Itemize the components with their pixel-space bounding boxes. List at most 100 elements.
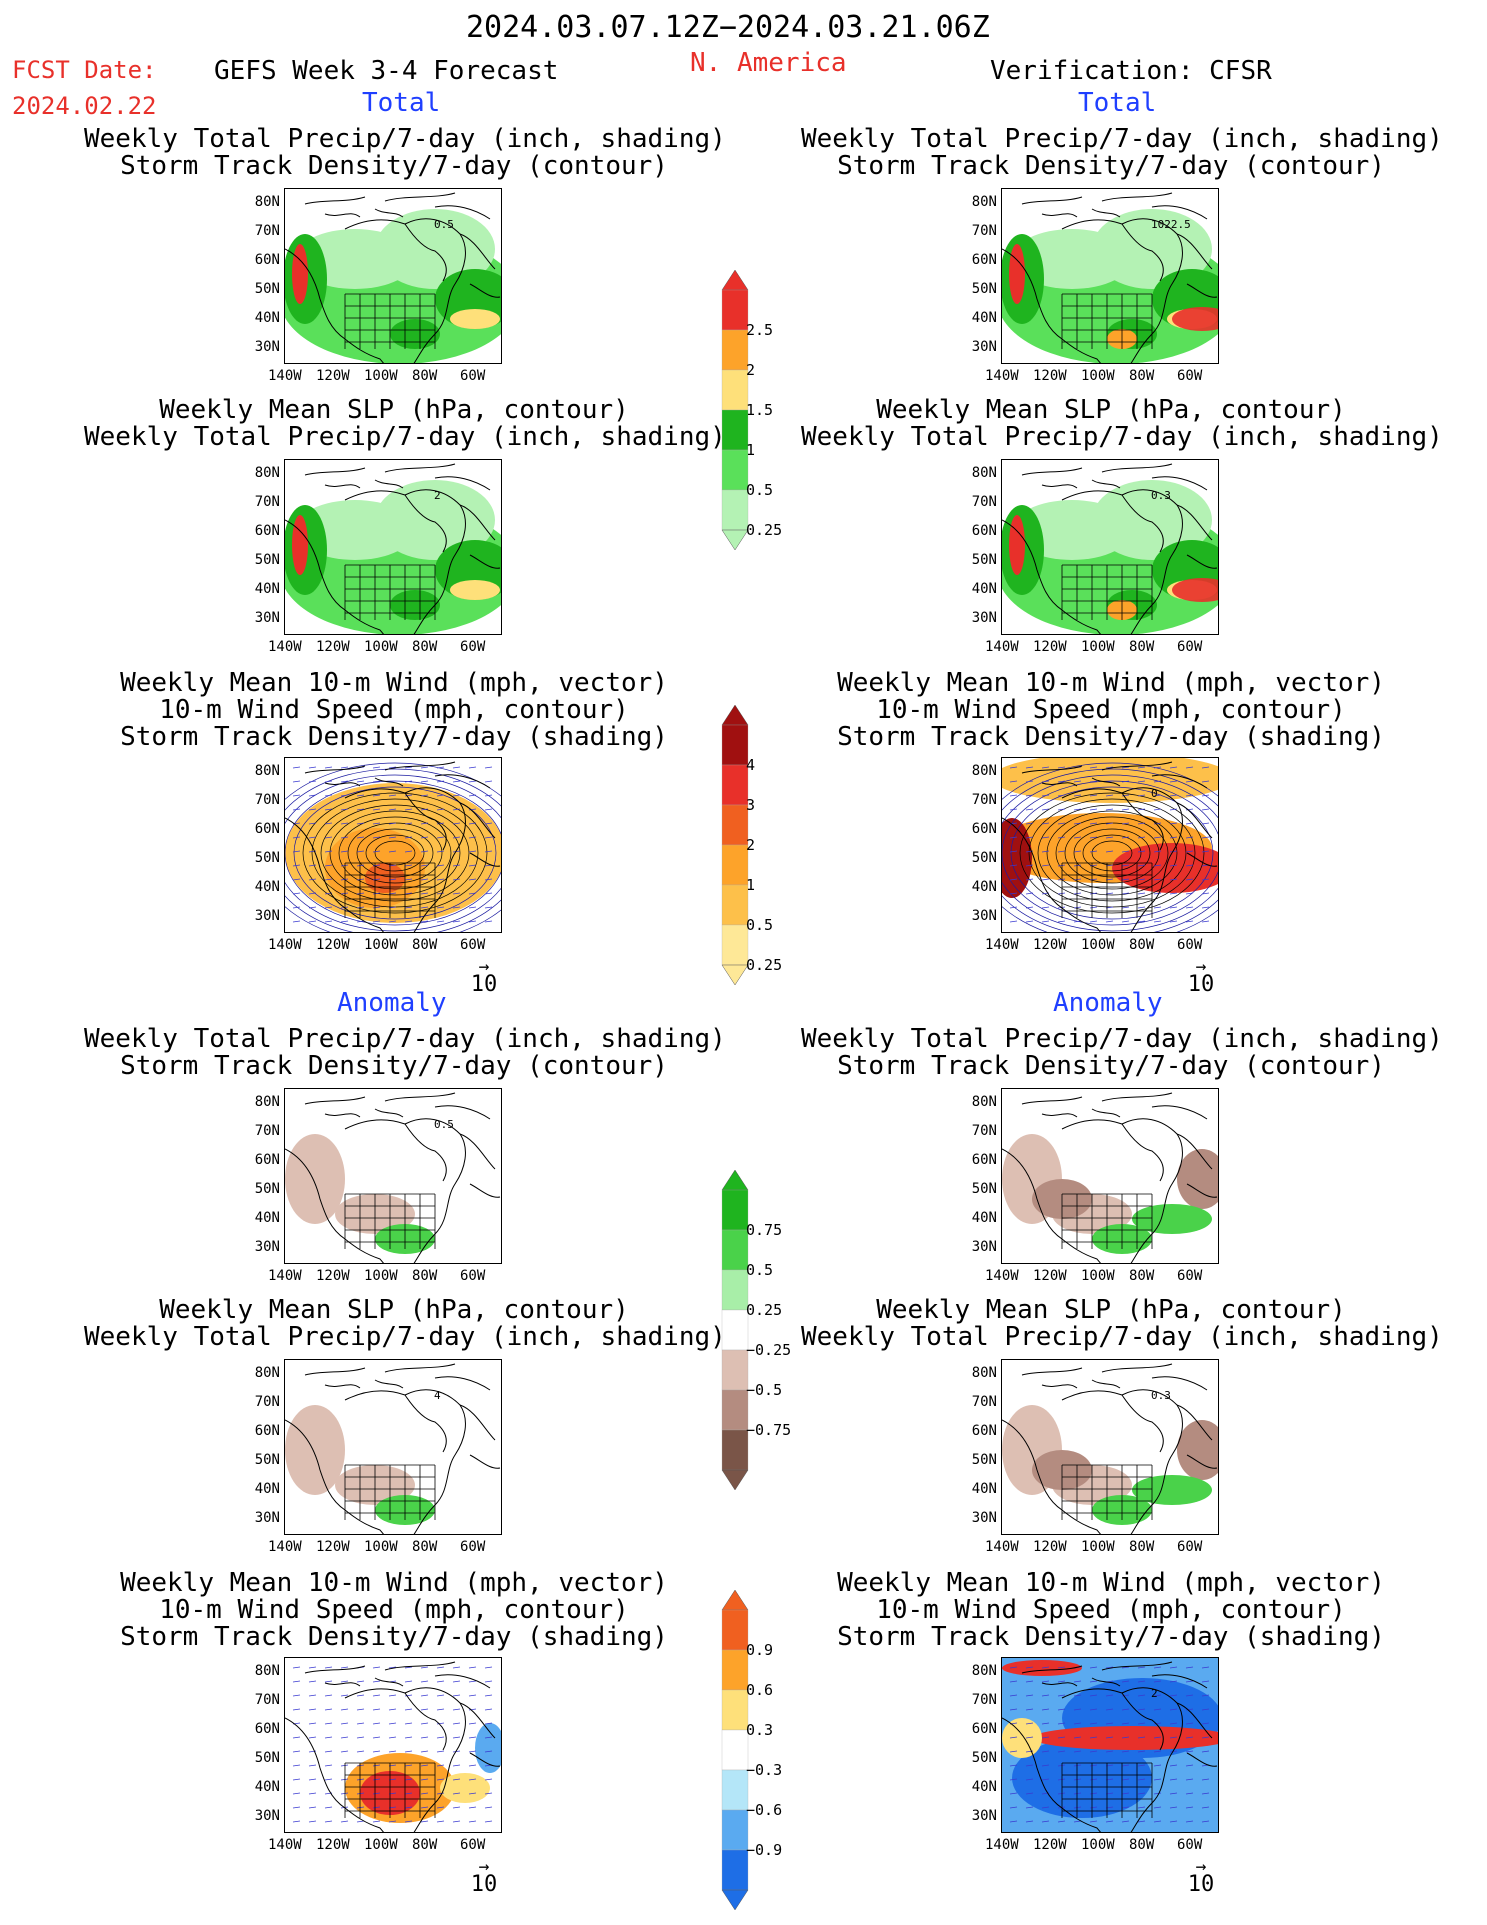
lon-tick: 140W	[985, 1268, 1019, 1284]
lon-tick: 80W	[412, 368, 438, 384]
lat-tick: 40N	[971, 1481, 997, 1497]
lon-tick: 60W	[460, 368, 486, 384]
lat-tick: 40N	[971, 581, 997, 597]
panel-title: Weekly Mean 10-m Wind (mph, vector) 10-m…	[120, 1568, 668, 1652]
lat-tick: 70N	[971, 792, 997, 808]
map-plot	[1001, 188, 1219, 364]
lat-tick: 30N	[971, 1510, 997, 1526]
colorbar-segment	[721, 1649, 749, 1691]
colorbar-segment	[721, 844, 749, 886]
map-plot	[284, 459, 502, 635]
colorbar-label: −0.25	[746, 1341, 792, 1359]
map-plot	[1001, 757, 1219, 933]
colorbar-label: −0.6	[746, 1801, 783, 1819]
lon-tick: 60W	[1177, 1268, 1203, 1284]
lat-tick: 40N	[971, 879, 997, 895]
lat-tick: 80N	[254, 1663, 280, 1679]
lon-tick: 100W	[364, 1539, 398, 1555]
colorbar-label: 0.25	[746, 521, 783, 539]
lat-tick: 70N	[254, 223, 280, 239]
lon-tick: 60W	[1177, 1539, 1203, 1555]
panel-title: Weekly Total Precip/7-day (inch, shading…	[801, 1024, 1443, 1081]
lon-tick: 100W	[364, 937, 398, 953]
lat-tick: 30N	[971, 610, 997, 626]
lat-tick: 40N	[971, 1210, 997, 1226]
lat-tick: 80N	[254, 465, 280, 481]
lat-tick: 30N	[971, 908, 997, 924]
colorbar-segment	[721, 1769, 749, 1811]
colorbar-segment	[721, 1809, 749, 1851]
lat-tick: 70N	[254, 494, 280, 510]
lon-tick: 100W	[364, 368, 398, 384]
map-plot	[284, 188, 502, 364]
lat-tick: 60N	[254, 1152, 280, 1168]
lon-tick: 100W	[1081, 937, 1115, 953]
lat-tick: 30N	[971, 1808, 997, 1824]
lon-tick: 120W	[316, 368, 350, 384]
lat-tick: 60N	[971, 1423, 997, 1439]
lat-tick: 40N	[971, 310, 997, 326]
vector-reference-label: 10	[470, 972, 498, 997]
lon-tick: 120W	[1033, 937, 1067, 953]
lat-tick: 60N	[254, 1721, 280, 1737]
vector-reference-label: 10	[1187, 1872, 1215, 1897]
colorbar-segment	[721, 884, 749, 926]
colorbar-total_precip	[721, 270, 749, 550]
colorbar-segment	[721, 1269, 749, 1311]
lat-tick: 80N	[971, 1663, 997, 1679]
map-annotation: 2	[434, 489, 441, 502]
lat-tick: 80N	[254, 763, 280, 779]
fcst-date: 2024.02.22	[12, 92, 157, 120]
lat-tick: 70N	[971, 223, 997, 239]
panel-title: Weekly Mean SLP (hPa, contour) Weekly To…	[84, 395, 726, 452]
colorbar-segment	[721, 1609, 749, 1651]
lat-tick: 60N	[254, 252, 280, 268]
lon-tick: 140W	[985, 639, 1019, 655]
lon-tick: 140W	[268, 639, 302, 655]
lat-tick: 80N	[971, 1365, 997, 1381]
lat-tick: 60N	[971, 1152, 997, 1168]
lon-tick: 120W	[1033, 1268, 1067, 1284]
colorbar-label: −0.9	[746, 1841, 783, 1859]
map-annotation: 0.5	[434, 218, 454, 231]
colorbar-label: 0.3	[746, 1721, 774, 1739]
vector-reference: → 10	[1187, 956, 1215, 998]
lat-tick: 70N	[971, 494, 997, 510]
lon-tick: 60W	[1177, 1837, 1203, 1853]
panel-title: Weekly Mean SLP (hPa, contour) Weekly To…	[801, 395, 1443, 452]
lat-tick: 60N	[254, 821, 280, 837]
lat-tick: 50N	[971, 1452, 997, 1468]
lon-tick: 100W	[364, 1837, 398, 1853]
lat-tick: 70N	[971, 1692, 997, 1708]
panel-title: Weekly Total Precip/7-day (inch, shading…	[801, 124, 1443, 181]
vector-reference: → 10	[470, 1856, 498, 1898]
lon-tick: 60W	[460, 1837, 486, 1853]
date-range: 2024.03.07.12Z−2024.03.21.06Z	[466, 10, 990, 45]
lat-tick: 30N	[254, 610, 280, 626]
lat-tick: 70N	[254, 1123, 280, 1139]
map-annotation: 2	[1151, 1687, 1158, 1700]
colorbar-segment	[721, 1309, 749, 1351]
lat-tick: 70N	[971, 1123, 997, 1139]
lat-tick: 80N	[254, 194, 280, 210]
lon-tick: 80W	[1129, 937, 1155, 953]
colorbar-label: 1	[746, 441, 756, 459]
lat-tick: 60N	[254, 523, 280, 539]
lon-tick: 60W	[1177, 639, 1203, 655]
colorbar-label: 3	[746, 796, 756, 814]
lon-tick: 60W	[460, 639, 486, 655]
colorbar-anom_storm	[721, 1590, 749, 1910]
lat-tick: 50N	[254, 1452, 280, 1468]
lat-tick: 80N	[971, 1094, 997, 1110]
lon-tick: 140W	[985, 937, 1019, 953]
map-plot	[1001, 1088, 1219, 1264]
lat-tick: 30N	[254, 908, 280, 924]
lat-tick: 70N	[254, 1394, 280, 1410]
lon-tick: 100W	[1081, 1539, 1115, 1555]
colorbar-segment	[721, 1689, 749, 1731]
lat-tick: 40N	[254, 581, 280, 597]
fcst-label: FCST Date:	[12, 56, 157, 84]
panel-title: Weekly Mean 10-m Wind (mph, vector) 10-m…	[837, 668, 1385, 752]
colorbar-segment	[721, 1849, 749, 1891]
colorbar-label: 0.9	[746, 1641, 774, 1659]
